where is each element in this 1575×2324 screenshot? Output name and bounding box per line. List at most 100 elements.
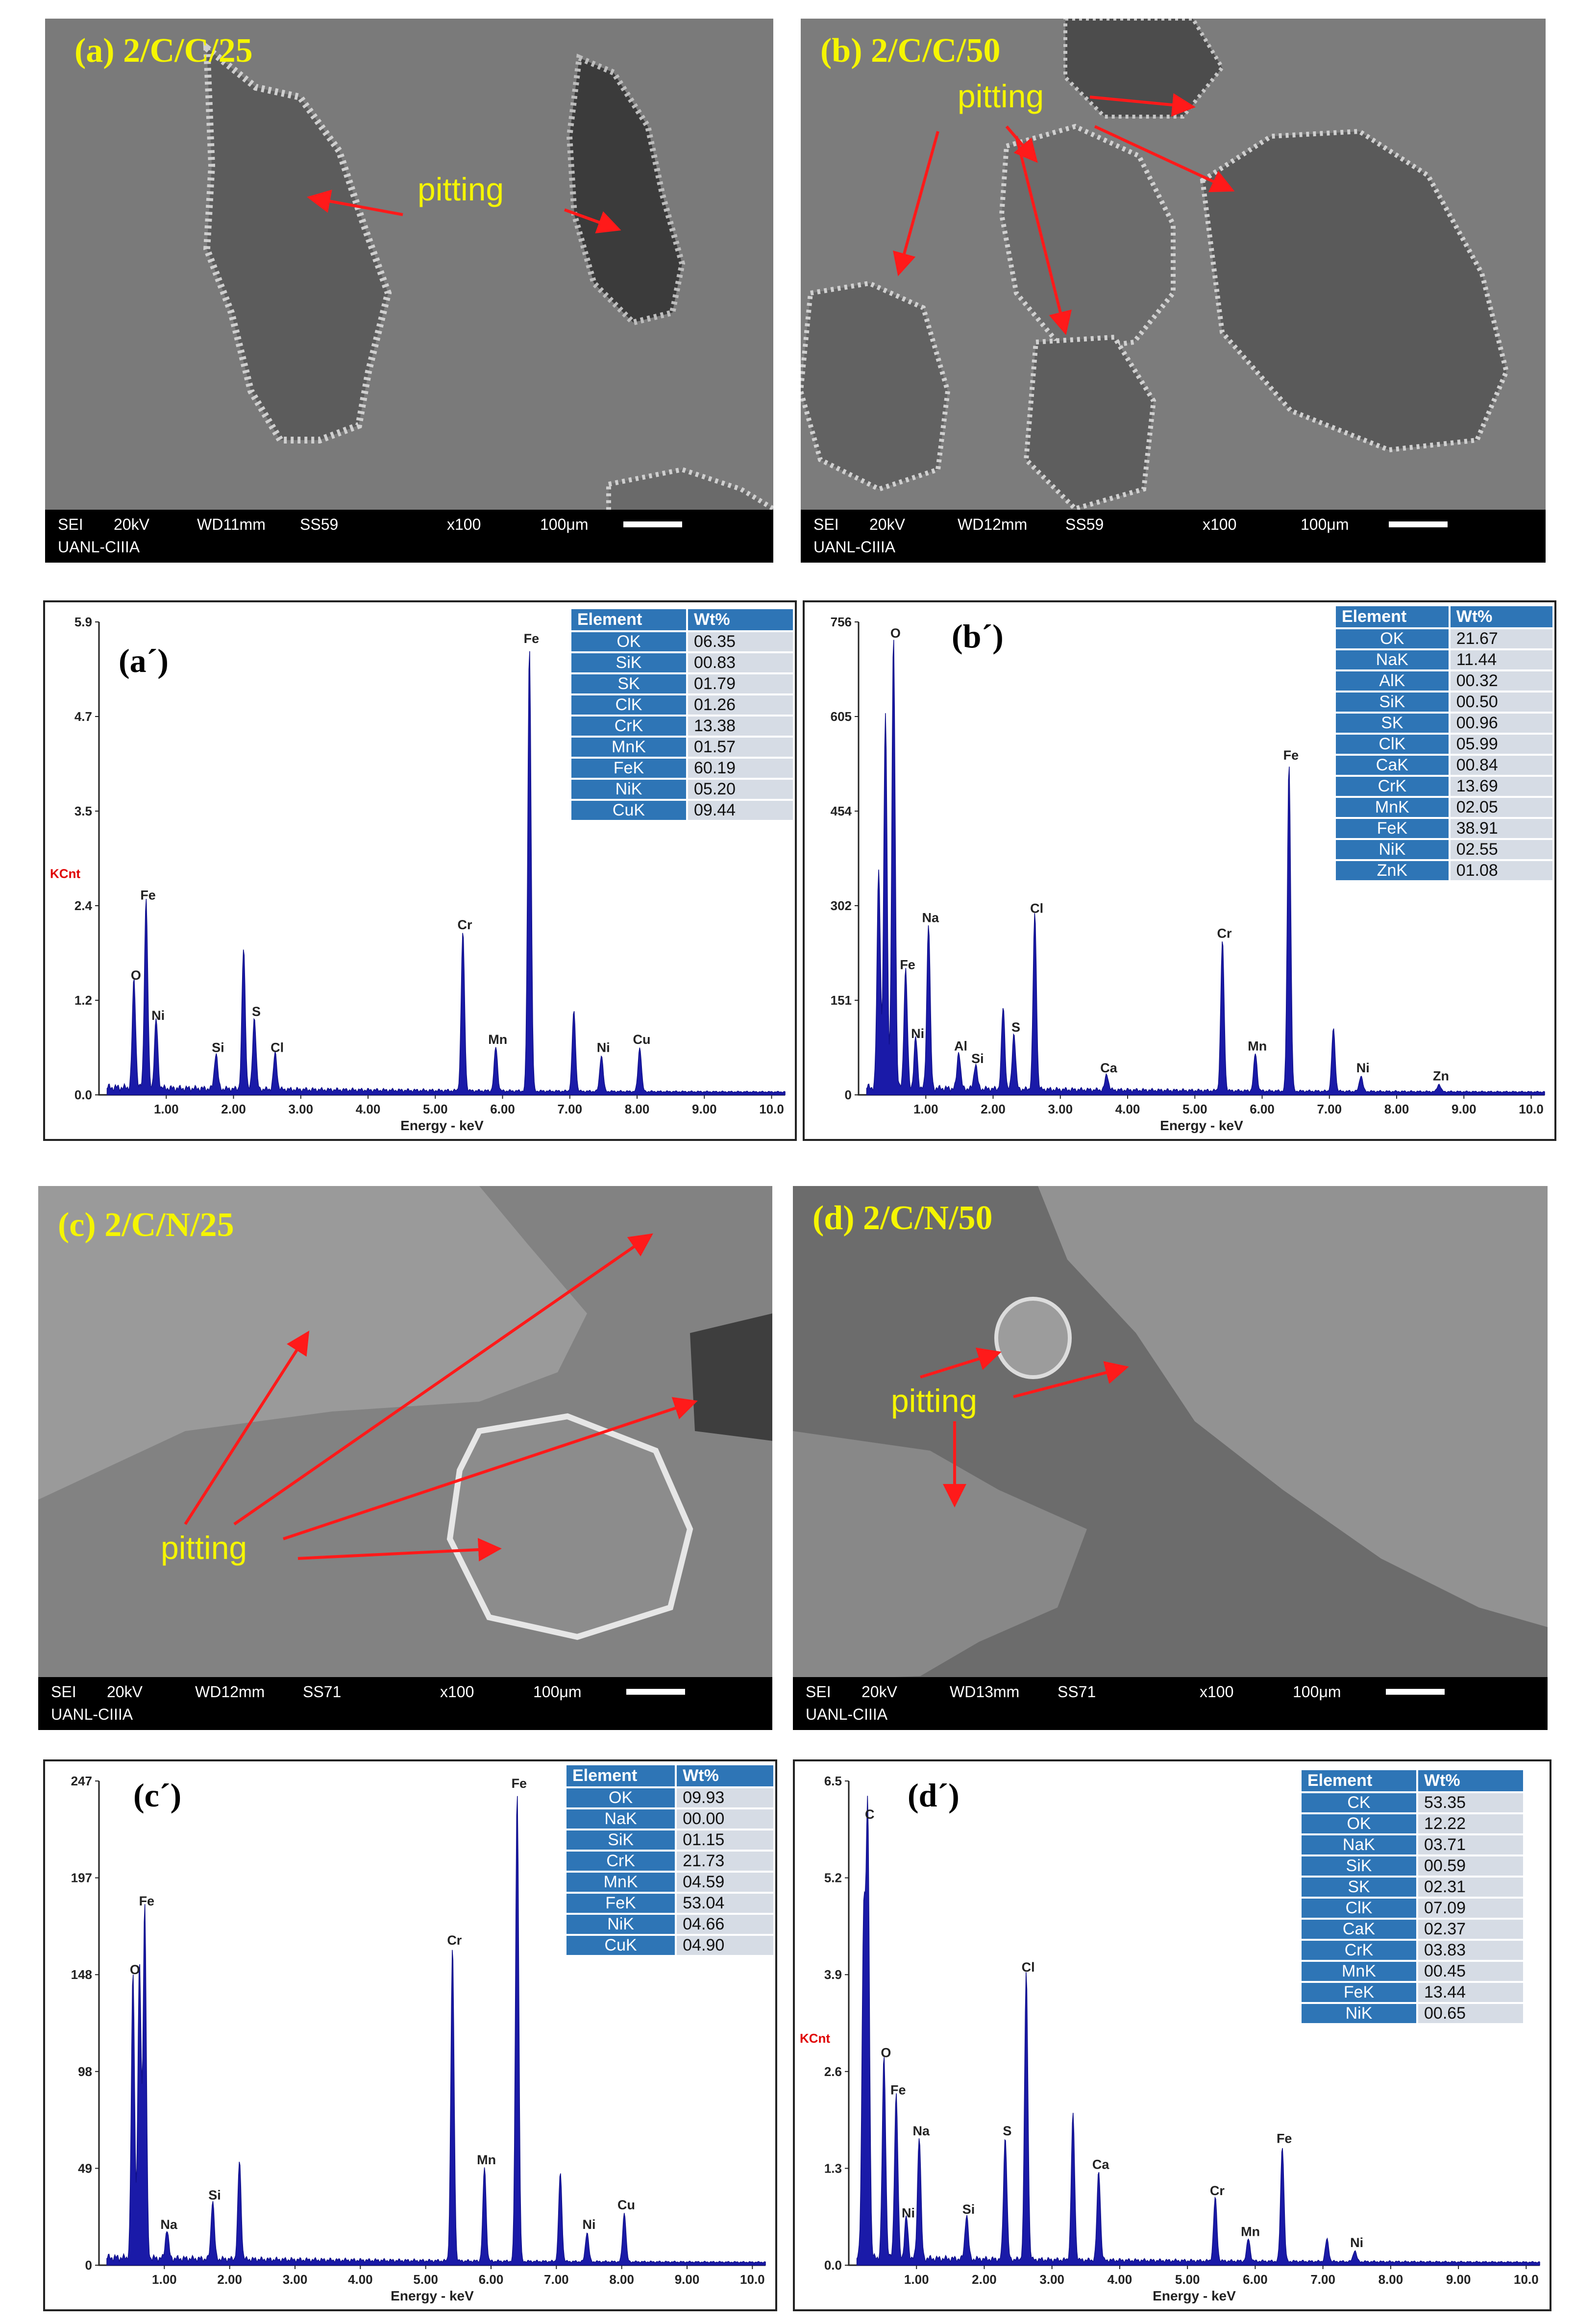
x-tick-label: 6.00 <box>490 1102 515 1116</box>
wt-cell: 11.44 <box>1450 650 1552 669</box>
table-row: CK 53.35 <box>1302 1793 1523 1812</box>
table-row: CrK 13.69 <box>1336 777 1552 796</box>
element-cell: ZnK <box>1336 861 1449 880</box>
peak-label: Ca <box>1092 2157 1109 2172</box>
table-header-element: Element <box>1336 606 1449 627</box>
y-tick-label: 605 <box>831 709 852 724</box>
peak-label: Cu <box>617 2198 635 2212</box>
scale-bar-a <box>623 521 682 527</box>
wt-cell: 03.83 <box>1418 1941 1523 1960</box>
sem-lab-b: UANL-CIIIA <box>813 538 896 556</box>
table-row: AlK 00.32 <box>1336 671 1552 691</box>
wt-cell: 01.79 <box>688 674 793 693</box>
sem-texture-c <box>38 1186 772 1730</box>
sem-sei-a: SEI <box>58 516 83 533</box>
peak-label: Fe <box>890 2083 906 2098</box>
x-tick-label: 8.00 <box>1378 2272 1403 2287</box>
peak-label: Cr <box>1210 2183 1225 2198</box>
peak-label: Si <box>208 2188 221 2202</box>
table-row: MnK 00.45 <box>1302 1962 1523 1981</box>
x-tick-label: 7.00 <box>1310 2272 1335 2287</box>
spectrum-trace <box>106 651 786 1095</box>
element-cell: MnK <box>571 738 686 757</box>
sem-lab-a: UANL-CIIIA <box>58 538 140 556</box>
element-cell: ClK <box>1336 735 1449 754</box>
y-tick-label: 49 <box>78 2161 92 2176</box>
table-row: OK 12.22 <box>1302 1814 1523 1833</box>
x-tick-label: 4.00 <box>348 2272 373 2287</box>
x-tick-label: 5.00 <box>423 1102 448 1116</box>
x-tick-label: 1.00 <box>904 2272 929 2287</box>
wt-cell: 60.19 <box>688 759 793 778</box>
sem-ss-a: SS59 <box>300 516 339 533</box>
composition-table-d: Element Wt% CK 53.35 OK 12.22 NaK 03.71 SiK 00.59… <box>1300 1768 1525 2025</box>
peak-label: Si <box>971 1051 984 1066</box>
element-cell: OK <box>1302 1814 1416 1833</box>
sem-sei-c: SEI <box>51 1683 76 1701</box>
element-cell: CrK <box>571 717 686 736</box>
pitting-label-c: pitting <box>161 1530 247 1566</box>
x-axis-title: Energy - keV <box>1153 2288 1236 2303</box>
x-tick-label: 3.00 <box>288 1102 313 1116</box>
wt-cell: 00.59 <box>1418 1856 1523 1876</box>
sem-title-d: (d) 2/C/N/50 <box>812 1199 993 1237</box>
peak-label: Ni <box>597 1040 610 1055</box>
wt-cell: 13.69 <box>1450 777 1552 796</box>
element-cell: FeK <box>1302 1983 1416 2002</box>
table-header-wt: Wt% <box>1418 1770 1523 1791</box>
element-cell: SK <box>1302 1878 1416 1897</box>
sem-texture-d <box>793 1186 1548 1730</box>
y-tick-label: 2.6 <box>824 2064 842 2079</box>
wt-cell: 21.73 <box>677 1852 773 1871</box>
spectrum-trace <box>106 1796 766 2266</box>
sem-sei-d: SEI <box>806 1683 831 1701</box>
element-cell: MnK <box>566 1873 675 1892</box>
sem-ss-d: SS71 <box>1058 1683 1096 1701</box>
peak-label: Fe <box>1283 748 1299 763</box>
table-row: ClK 05.99 <box>1336 735 1552 754</box>
wt-cell: 00.32 <box>1450 671 1552 691</box>
table-row: CuK 04.90 <box>566 1936 773 1955</box>
table-row: SiK 01.15 <box>566 1830 773 1850</box>
table-row: NiK 05.20 <box>571 780 793 799</box>
table-row: NiK 04.66 <box>566 1915 773 1934</box>
y-tick-label: 3.9 <box>824 1967 842 1982</box>
table-row: CaK 02.37 <box>1302 1920 1523 1939</box>
y-tick-label: 1.3 <box>824 2161 842 2176</box>
eds-label-c: (c´) <box>133 1777 182 1814</box>
x-tick-label: 10.0 <box>1514 2272 1539 2287</box>
peak-label: Cr <box>458 917 472 932</box>
peak-label: Fe <box>524 631 540 646</box>
eds-label-b: (b´) <box>952 618 1004 655</box>
element-cell: NiK <box>1302 2004 1416 2023</box>
table-row: CrK 21.73 <box>566 1852 773 1871</box>
peak-label: Ni <box>1356 1061 1370 1075</box>
pitting-label-a: pitting <box>418 171 504 207</box>
x-tick-label: 2.00 <box>217 2272 242 2287</box>
x-tick-label: 6.00 <box>1250 1102 1275 1116</box>
x-tick-label: 6.00 <box>1243 2272 1268 2287</box>
sem-texture-a <box>45 19 773 563</box>
x-axis-title: Energy - keV <box>391 2288 474 2303</box>
peak-label: Ni <box>1350 2235 1363 2250</box>
pitting-arrows-c <box>184 1233 698 1562</box>
element-cell: CaK <box>1336 756 1449 775</box>
sem-kv-d: 20kV <box>861 1683 897 1701</box>
eds-plot-b: 0 151 302 454 605 756 1.00 2.00 3.00 4.00 5.00 6.00… <box>831 615 1545 1133</box>
composition-table-c: Element Wt% OK 09.93 NaK 00.00 SiK 01.15 CrK 21.7… <box>565 1763 775 1957</box>
table-row: ClK 07.09 <box>1302 1899 1523 1918</box>
table-row: FeK 38.91 <box>1336 819 1552 838</box>
element-cell: ClK <box>571 695 686 715</box>
x-tick-label: 9.00 <box>1452 1102 1477 1116</box>
wt-cell: 09.44 <box>688 801 793 820</box>
peak-label: Ni <box>911 1026 924 1041</box>
wt-cell: 12.22 <box>1418 1814 1523 1833</box>
sem-mag-d: x100 <box>1200 1683 1234 1701</box>
sem-wd-a: WD11mm <box>197 516 266 533</box>
peak-label: Mn <box>477 2152 496 2167</box>
wt-cell: 01.26 <box>688 695 793 715</box>
element-cell: CrK <box>1302 1941 1416 1960</box>
sem-kv-a: 20kV <box>114 516 149 533</box>
wt-cell: 06.35 <box>688 632 793 651</box>
wt-cell: 01.08 <box>1450 861 1552 880</box>
